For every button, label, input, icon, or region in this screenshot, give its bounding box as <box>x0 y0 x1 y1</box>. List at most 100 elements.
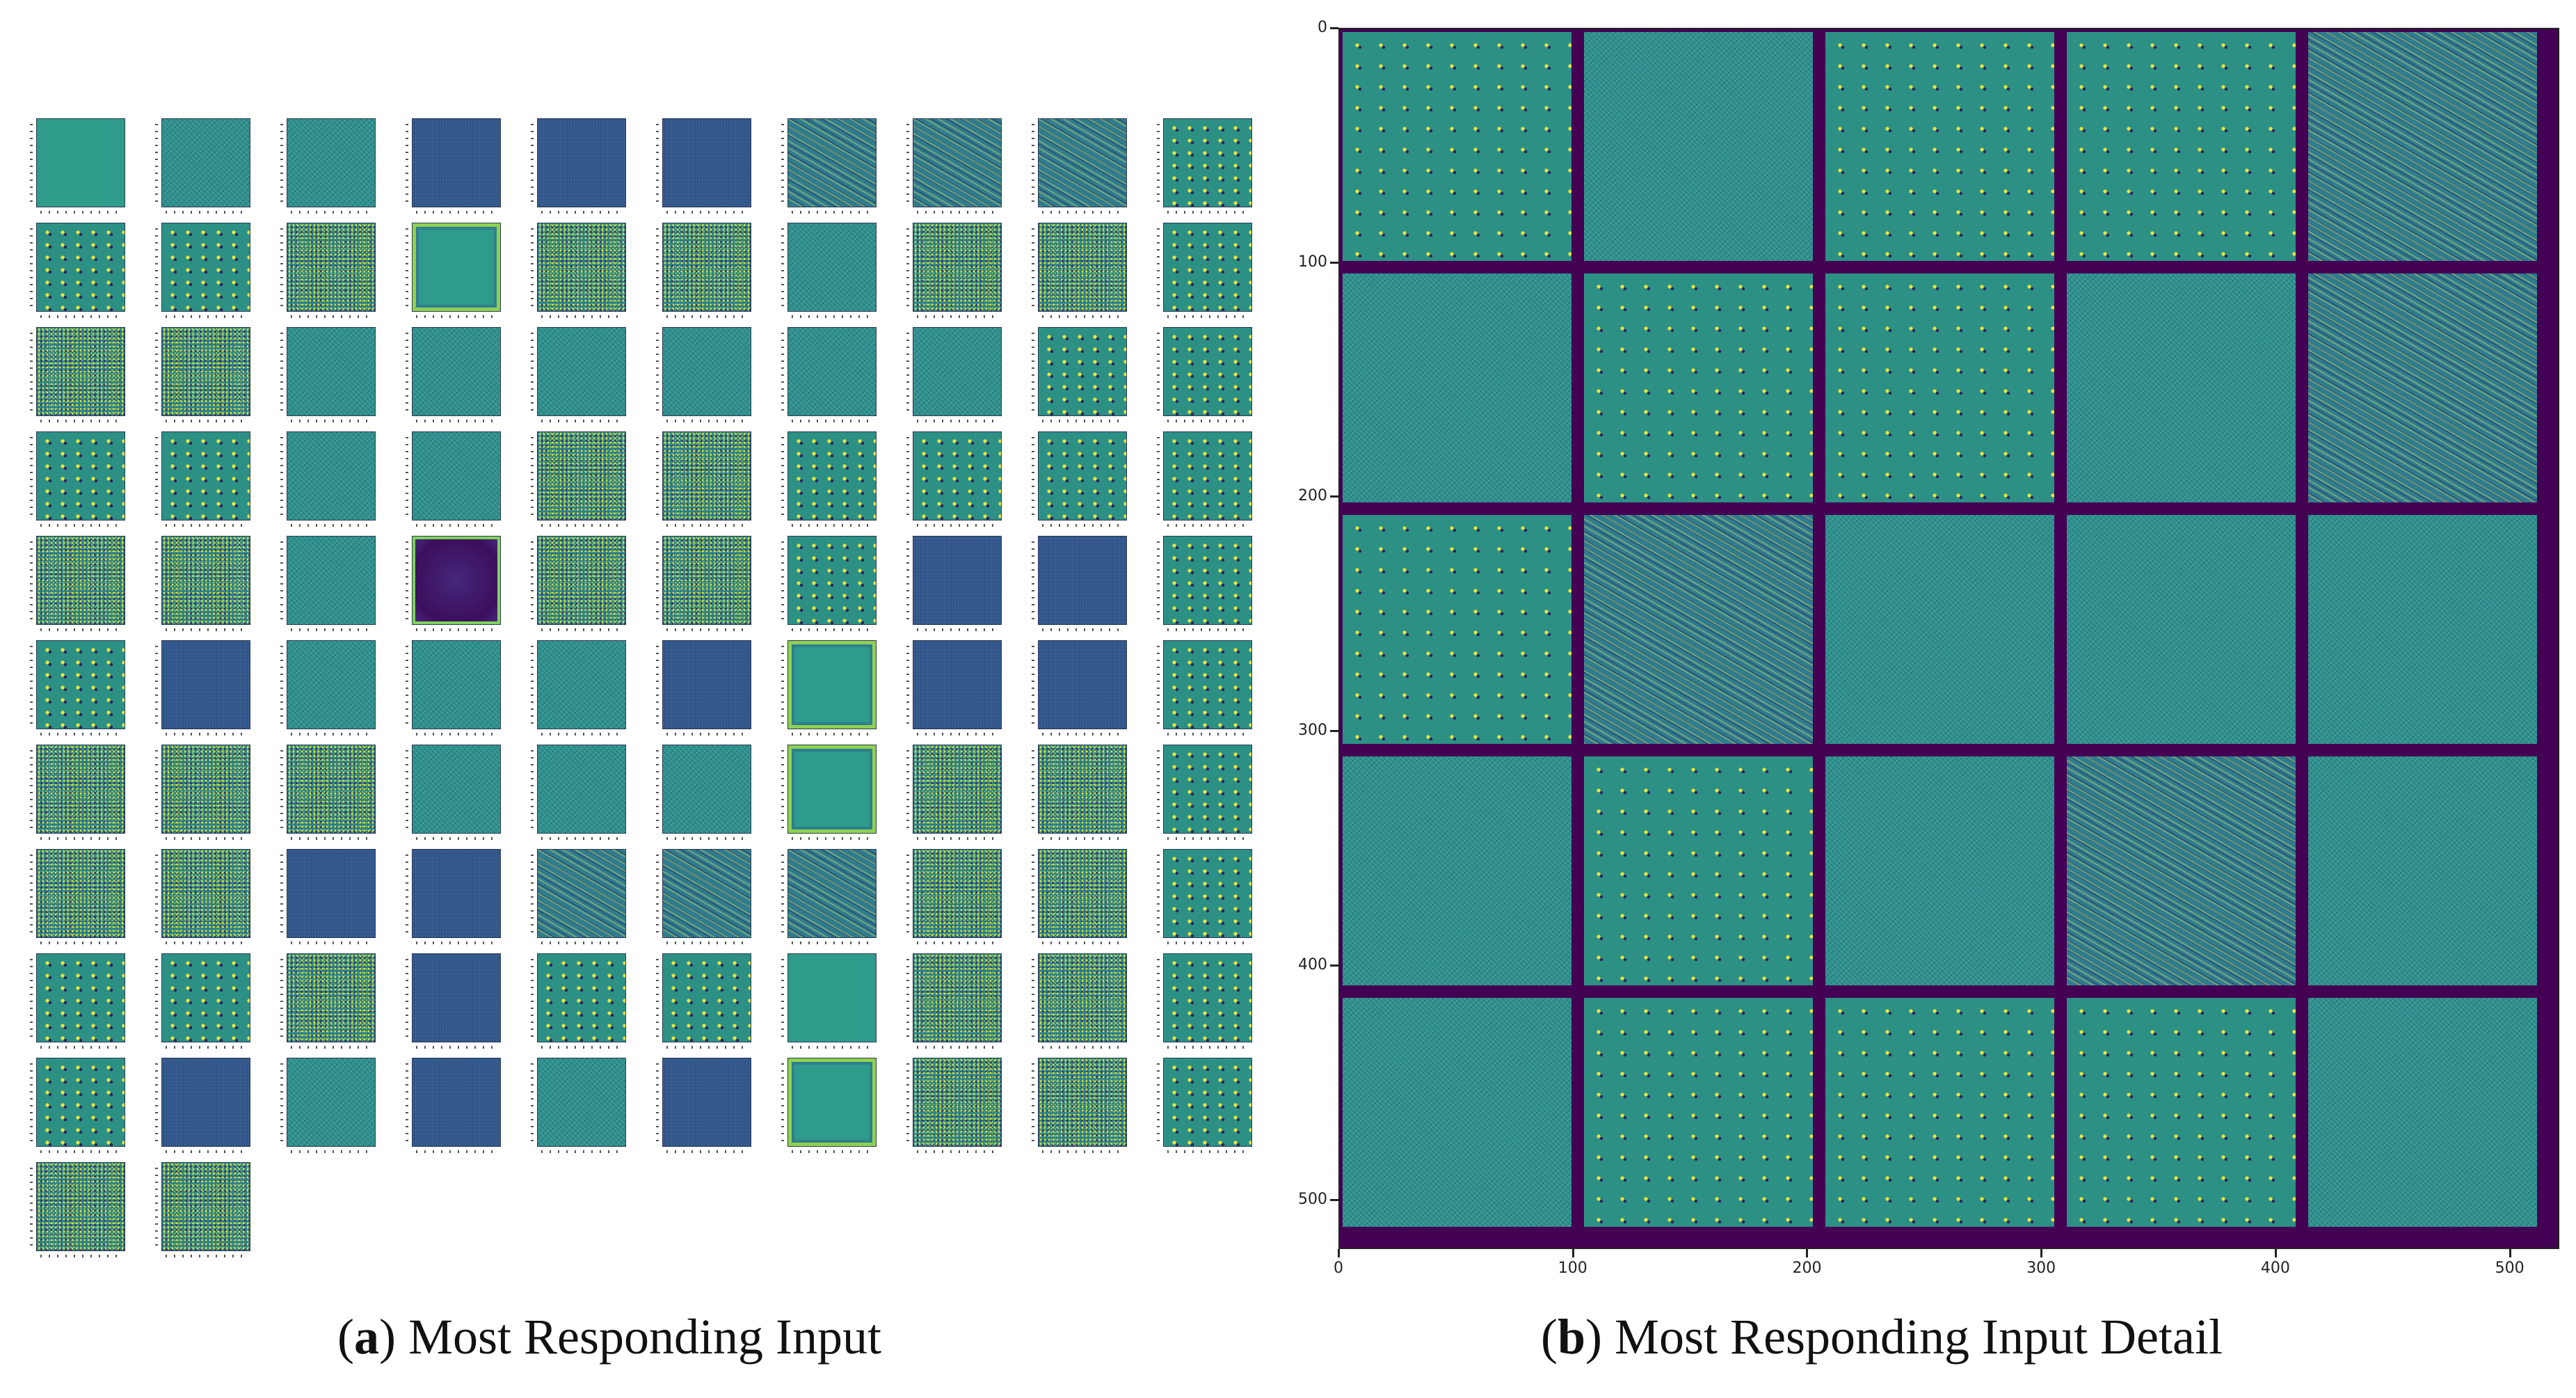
x-tick-label: 500 <box>2495 1260 2525 1277</box>
thumbnail-x-ticks <box>1042 1150 1121 1153</box>
thumbnail <box>30 849 125 944</box>
thumbnail-image <box>913 118 1002 207</box>
thumbnail-y-ticks <box>906 750 909 828</box>
thumbnail <box>781 953 877 1049</box>
thumbnail <box>531 223 626 318</box>
thumbnail-x-ticks <box>1042 211 1121 214</box>
thumbnail-x-ticks <box>541 733 621 736</box>
thumbnail-x-ticks <box>666 211 746 214</box>
thumbnail <box>906 118 1002 214</box>
thumbnail <box>155 849 250 944</box>
thumbnail-image <box>662 849 751 938</box>
thumbnail-x-ticks <box>792 420 871 422</box>
thumbnail-x-ticks <box>291 1046 370 1049</box>
thumbnail-y-ticks <box>906 228 909 306</box>
thumbnail <box>1157 849 1252 944</box>
thumbnail-y-ticks <box>30 959 33 1037</box>
thumbnail-y-ticks <box>531 1063 534 1141</box>
thumbnail-image <box>412 536 501 625</box>
detail-tile <box>1584 515 1813 744</box>
x-tick-label: 100 <box>1558 1260 1587 1277</box>
thumbnail-image <box>1038 745 1127 834</box>
thumbnail-image <box>161 849 250 938</box>
thumbnail <box>906 431 1002 527</box>
thumbnail-x-ticks <box>792 211 871 214</box>
thumbnail-y-ticks <box>406 228 408 306</box>
thumbnail-x-ticks <box>541 1046 621 1049</box>
thumbnail <box>30 327 125 422</box>
thumbnail-image <box>412 640 501 729</box>
thumbnail-image <box>662 223 751 312</box>
thumbnail-x-ticks <box>416 733 495 736</box>
thumbnail-image <box>662 118 751 207</box>
thumbnail-y-ticks <box>906 437 909 515</box>
thumbnail-image <box>36 431 125 521</box>
thumbnail <box>906 536 1002 631</box>
thumbnail-y-ticks <box>1157 228 1160 306</box>
thumbnail-image <box>1163 536 1252 625</box>
thumbnail-image <box>537 223 626 312</box>
x-axis-tick <box>2040 1249 2043 1257</box>
thumbnail <box>406 745 501 840</box>
thumbnail-y-ticks <box>1032 646 1034 724</box>
thumbnail <box>1032 849 1127 944</box>
thumbnail-x-ticks <box>666 315 746 318</box>
thumbnail-image <box>1038 953 1127 1042</box>
detail-tile <box>2067 515 2296 744</box>
thumbnail-image <box>412 849 501 938</box>
thumbnail-image <box>36 849 125 938</box>
thumbnail-image <box>1163 953 1252 1042</box>
thumbnail-y-ticks <box>406 646 408 724</box>
thumbnail-y-ticks <box>781 541 784 619</box>
thumbnail-y-ticks <box>280 646 283 724</box>
thumbnail-image <box>537 745 626 834</box>
thumbnail-image <box>662 327 751 416</box>
thumbnail <box>30 953 125 1049</box>
thumbnail <box>1157 953 1252 1049</box>
thumbnail <box>1157 1058 1252 1153</box>
thumbnail-image <box>662 953 751 1042</box>
thumbnail-image <box>662 1058 751 1147</box>
thumbnail-image <box>1038 536 1127 625</box>
thumbnail-x-ticks <box>666 420 746 422</box>
thumbnail-image <box>537 849 626 938</box>
thumbnail-y-ticks <box>1157 1063 1160 1141</box>
thumbnail-image <box>161 640 250 729</box>
thumbnail-y-ticks <box>531 228 534 306</box>
thumbnail <box>30 536 125 631</box>
x-tick-label: 300 <box>2026 1260 2056 1277</box>
thumbnail-y-ticks <box>906 855 909 932</box>
thumbnail-x-ticks <box>1167 942 1247 944</box>
thumbnail <box>1032 431 1127 527</box>
thumbnail-y-ticks <box>1032 750 1034 828</box>
thumbnail <box>781 327 877 422</box>
thumbnail-image <box>1163 118 1252 207</box>
thumbnail-y-ticks <box>1157 646 1160 724</box>
thumbnail-image <box>412 327 501 416</box>
detail-tile <box>1343 273 1571 502</box>
thumbnail <box>406 118 501 214</box>
thumbnail-image <box>287 953 376 1042</box>
thumbnail-image <box>1038 1058 1127 1147</box>
thumbnail <box>155 223 250 318</box>
thumbnail <box>1032 118 1127 214</box>
thumbnail <box>406 327 501 422</box>
thumbnail <box>30 640 125 736</box>
thumbnail-x-ticks <box>541 837 621 840</box>
thumbnail-image <box>161 536 250 625</box>
thumbnail-y-ticks <box>30 541 33 619</box>
thumbnail-image <box>787 431 877 521</box>
thumbnail-x-ticks <box>666 837 746 840</box>
thumbnail-x-ticks <box>1042 420 1121 422</box>
thumbnail <box>280 640 376 736</box>
thumbnail <box>531 745 626 840</box>
y-axis-tick <box>1330 730 1338 733</box>
thumbnail-image <box>913 431 1002 521</box>
thumbnail <box>656 953 751 1049</box>
thumbnail-x-ticks <box>166 1255 245 1257</box>
thumbnail <box>1032 536 1127 631</box>
thumbnail-y-ticks <box>1032 228 1034 306</box>
thumbnail-y-ticks <box>906 646 909 724</box>
thumbnail-image <box>1038 118 1127 207</box>
thumbnail <box>531 1058 626 1153</box>
